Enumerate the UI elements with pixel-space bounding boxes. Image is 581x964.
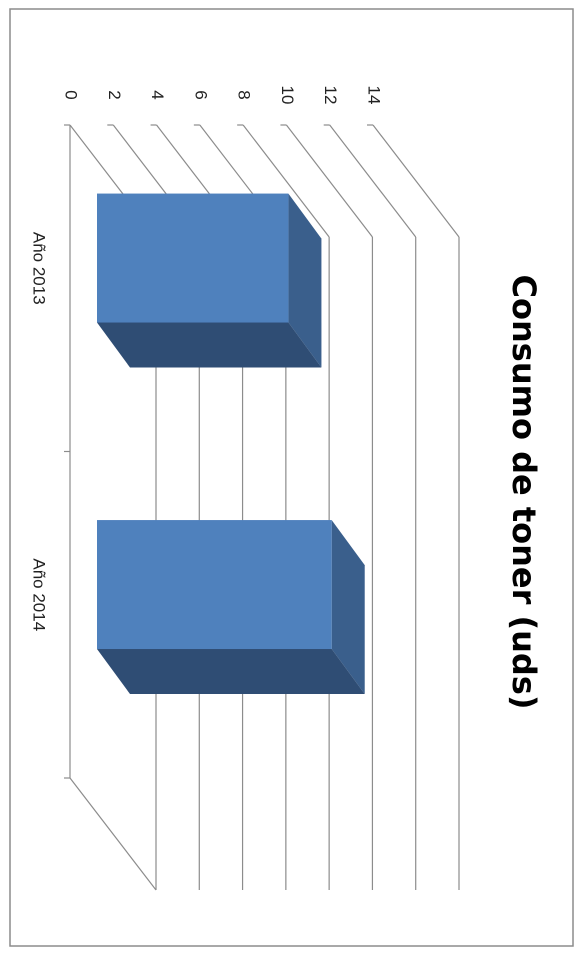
chart-title: Consumo de toner (uds) [505, 275, 543, 710]
tick-label: 2 [105, 90, 124, 99]
gridline-diagonal [242, 124, 330, 238]
chart-border [9, 8, 574, 947]
tick-label: 4 [148, 90, 167, 99]
bar [97, 520, 365, 695]
category-label: Año 2014 [30, 558, 49, 631]
bar-side-face [288, 193, 322, 368]
floor-edge [69, 777, 157, 891]
tick-label: 14 [365, 86, 384, 105]
bar [97, 193, 322, 368]
tick-label: 6 [191, 90, 210, 99]
tick-label: 12 [321, 86, 340, 105]
bar-bottom-face [97, 649, 365, 695]
bar-front-face [97, 520, 332, 650]
tick-label: 8 [235, 90, 254, 99]
gridline-diagonal [329, 124, 417, 238]
category-label: Año 2013 [30, 232, 49, 305]
bar-side-face [331, 520, 365, 695]
tick-label: 0 [62, 90, 81, 99]
tick-label: 10 [278, 86, 297, 105]
bar-front-face [97, 193, 289, 323]
gridline-diagonal [285, 124, 373, 238]
bar-bottom-face [97, 322, 322, 368]
gridline-diagonal [372, 124, 460, 238]
